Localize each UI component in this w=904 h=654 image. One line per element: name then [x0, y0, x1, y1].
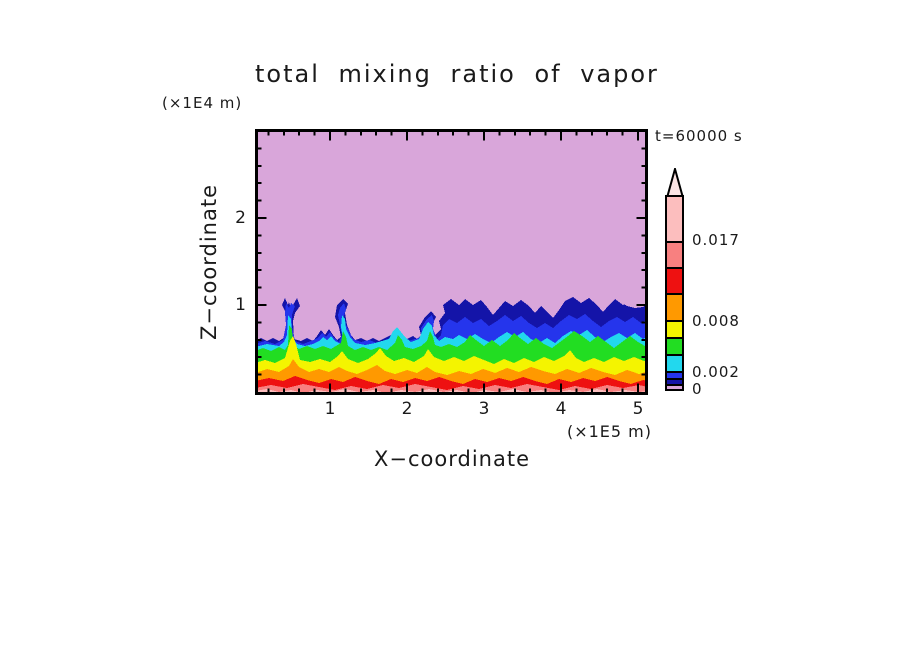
- x-axis-tick-label: 1: [324, 399, 336, 419]
- colorbar-tick-label: 0.017: [692, 231, 740, 249]
- x-axis-unit-label: (×1E5 m): [566, 422, 652, 441]
- colorbar: 0.017 0.008 0.002 0: [665, 168, 775, 398]
- y-axis-tick-label: 2: [235, 208, 246, 228]
- colorbar-tick-label: 0: [692, 380, 703, 398]
- x-axis-tick-label: 2: [401, 399, 413, 419]
- plot-title: total mixing ratio of vapor: [255, 60, 659, 88]
- axis-ticks: [256, 130, 647, 394]
- colorbar-arrow-shape: [666, 168, 684, 196]
- colorbar-segment-orange: [667, 293, 682, 320]
- colorbar-tick-label: 0.002: [692, 363, 740, 381]
- plot-frame: [255, 129, 648, 395]
- y-axis-unit-label: (×1E4 m): [162, 94, 243, 112]
- colorbar-label-column: 0.017 0.008 0.002 0: [692, 195, 772, 398]
- x-axis-tick-label: 3: [478, 399, 490, 419]
- y-axis-tick-label: 1: [235, 295, 246, 315]
- colorbar-segment-navy: [667, 378, 682, 384]
- x-axis-title: X−coordinate: [374, 447, 530, 471]
- colorbar-segment-green: [667, 337, 682, 354]
- colorbar-segment-blue: [667, 371, 682, 378]
- colorbar-segment-cyan: [667, 354, 682, 371]
- x-axis-tick-label: 5: [632, 399, 644, 419]
- colorbar-segments: [665, 195, 684, 391]
- colorbar-segment-yellow: [667, 320, 682, 337]
- colorbar-arrow-icon: [666, 168, 684, 196]
- colorbar-segment-salmon: [667, 241, 682, 267]
- colorbar-tick-label: 0.008: [692, 312, 740, 330]
- colorbar-segment-red: [667, 267, 682, 293]
- x-axis-tick-label: 4: [555, 399, 567, 419]
- colorbar-segment-violet: [667, 384, 682, 389]
- contour-plot: [255, 129, 648, 395]
- time-annotation: t=60000 s: [655, 127, 743, 145]
- colorbar-segment-pink: [667, 197, 682, 241]
